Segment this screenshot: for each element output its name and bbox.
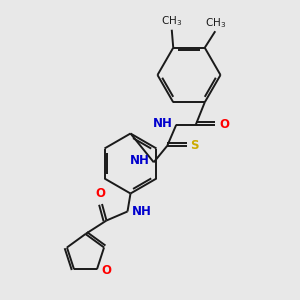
- Text: O: O: [101, 264, 112, 277]
- Text: CH$_3$: CH$_3$: [205, 16, 226, 30]
- Text: NH: NH: [132, 205, 152, 218]
- Text: NH: NH: [130, 154, 150, 167]
- Text: O: O: [95, 188, 106, 200]
- Text: CH$_3$: CH$_3$: [161, 14, 182, 28]
- Text: S: S: [190, 139, 199, 152]
- Text: NH: NH: [153, 117, 173, 130]
- Text: O: O: [219, 118, 229, 131]
